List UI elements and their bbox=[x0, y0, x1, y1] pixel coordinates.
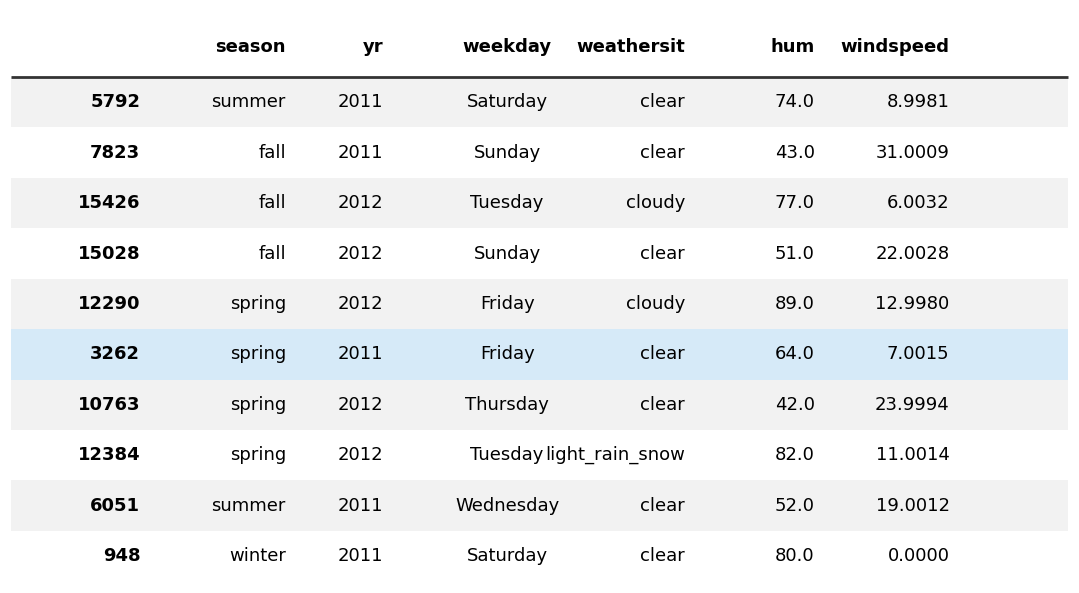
Text: season: season bbox=[216, 39, 286, 56]
Text: yr: yr bbox=[363, 39, 383, 56]
Text: hum: hum bbox=[770, 39, 815, 56]
Text: 2011: 2011 bbox=[338, 547, 383, 565]
Bar bbox=[11, 127, 1068, 178]
Text: 5792: 5792 bbox=[91, 93, 140, 111]
Bar bbox=[11, 430, 1068, 480]
Text: clear: clear bbox=[641, 396, 685, 414]
Text: Wednesday: Wednesday bbox=[455, 496, 559, 515]
Text: Thursday: Thursday bbox=[465, 396, 549, 414]
Text: Sunday: Sunday bbox=[474, 144, 541, 162]
Text: 82.0: 82.0 bbox=[775, 446, 815, 464]
Text: 7.0015: 7.0015 bbox=[887, 345, 950, 364]
Text: weekday: weekday bbox=[463, 39, 551, 56]
Text: Saturday: Saturday bbox=[466, 93, 548, 111]
Text: 2011: 2011 bbox=[338, 93, 383, 111]
Text: spring: spring bbox=[230, 295, 286, 313]
Text: 6.0032: 6.0032 bbox=[887, 194, 950, 212]
Bar bbox=[11, 279, 1068, 329]
Bar bbox=[11, 178, 1068, 228]
Text: 22.0028: 22.0028 bbox=[875, 244, 950, 263]
Text: 10763: 10763 bbox=[78, 396, 140, 414]
Text: 64.0: 64.0 bbox=[775, 345, 815, 364]
Text: fall: fall bbox=[258, 244, 286, 263]
Text: 74.0: 74.0 bbox=[775, 93, 815, 111]
Text: weathersit: weathersit bbox=[576, 39, 685, 56]
Text: fall: fall bbox=[258, 144, 286, 162]
Text: 89.0: 89.0 bbox=[775, 295, 815, 313]
Text: 31.0009: 31.0009 bbox=[876, 144, 950, 162]
Text: spring: spring bbox=[230, 345, 286, 364]
Text: 7823: 7823 bbox=[91, 144, 140, 162]
Text: 11.0014: 11.0014 bbox=[876, 446, 950, 464]
Text: Tuesday: Tuesday bbox=[470, 446, 544, 464]
Text: 0.0000: 0.0000 bbox=[888, 547, 950, 565]
Text: 12384: 12384 bbox=[78, 446, 140, 464]
Text: clear: clear bbox=[641, 93, 685, 111]
Bar bbox=[11, 380, 1068, 430]
Bar bbox=[11, 531, 1068, 581]
Text: summer: summer bbox=[211, 496, 286, 515]
Text: fall: fall bbox=[258, 194, 286, 212]
Text: light_rain_snow: light_rain_snow bbox=[545, 446, 685, 464]
Text: 8.9981: 8.9981 bbox=[887, 93, 950, 111]
Text: winter: winter bbox=[229, 547, 286, 565]
Text: 12.9980: 12.9980 bbox=[875, 295, 950, 313]
Text: 77.0: 77.0 bbox=[775, 194, 815, 212]
Text: clear: clear bbox=[641, 244, 685, 263]
Text: 2011: 2011 bbox=[338, 496, 383, 515]
Bar bbox=[11, 228, 1068, 279]
Bar bbox=[11, 329, 1068, 380]
Text: 80.0: 80.0 bbox=[775, 547, 815, 565]
Text: clear: clear bbox=[641, 144, 685, 162]
Text: 2012: 2012 bbox=[338, 244, 383, 263]
Text: 43.0: 43.0 bbox=[775, 144, 815, 162]
Text: clear: clear bbox=[641, 547, 685, 565]
Text: spring: spring bbox=[230, 396, 286, 414]
Text: 19.0012: 19.0012 bbox=[875, 496, 950, 515]
Text: 15028: 15028 bbox=[78, 244, 140, 263]
Text: 2012: 2012 bbox=[338, 295, 383, 313]
Text: clear: clear bbox=[641, 496, 685, 515]
Text: Friday: Friday bbox=[480, 295, 534, 313]
Text: 52.0: 52.0 bbox=[775, 496, 815, 515]
Text: 2012: 2012 bbox=[338, 194, 383, 212]
Text: 3262: 3262 bbox=[91, 345, 140, 364]
Text: Sunday: Sunday bbox=[474, 244, 541, 263]
Bar bbox=[11, 77, 1068, 127]
Text: 948: 948 bbox=[103, 547, 140, 565]
Text: 2012: 2012 bbox=[338, 396, 383, 414]
Text: 12290: 12290 bbox=[78, 295, 140, 313]
Text: cloudy: cloudy bbox=[626, 295, 685, 313]
Text: summer: summer bbox=[211, 93, 286, 111]
Text: 2011: 2011 bbox=[338, 345, 383, 364]
Text: windspeed: windspeed bbox=[841, 39, 950, 56]
Text: 51.0: 51.0 bbox=[775, 244, 815, 263]
Text: 2012: 2012 bbox=[338, 446, 383, 464]
Text: clear: clear bbox=[641, 345, 685, 364]
Text: Friday: Friday bbox=[480, 345, 534, 364]
Text: cloudy: cloudy bbox=[626, 194, 685, 212]
Bar bbox=[11, 480, 1068, 531]
Text: spring: spring bbox=[230, 446, 286, 464]
Text: 2011: 2011 bbox=[338, 144, 383, 162]
Text: 6051: 6051 bbox=[91, 496, 140, 515]
Text: 23.9994: 23.9994 bbox=[875, 396, 950, 414]
Text: Saturday: Saturday bbox=[466, 547, 548, 565]
Text: 42.0: 42.0 bbox=[775, 396, 815, 414]
Text: 15426: 15426 bbox=[78, 194, 140, 212]
Text: Tuesday: Tuesday bbox=[470, 194, 544, 212]
